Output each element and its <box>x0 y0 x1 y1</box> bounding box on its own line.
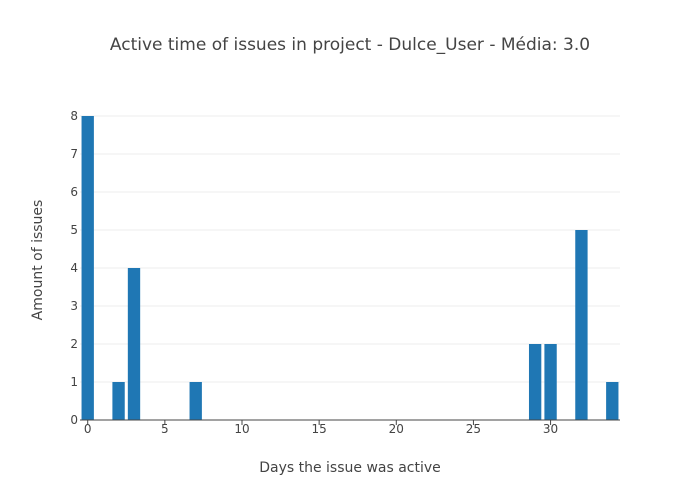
chart-title: Active time of issues in project - Dulce… <box>110 35 590 55</box>
x-tick-label-6: 30 <box>543 422 558 436</box>
y-tick-label-8: 8 <box>70 109 78 123</box>
x-tick-label-4: 20 <box>389 422 404 436</box>
x-tick-label-1: 5 <box>161 422 169 436</box>
x-tick-label-0: 0 <box>84 422 92 436</box>
bar-0 <box>81 116 94 420</box>
bar-30 <box>544 344 557 420</box>
bars <box>81 116 619 420</box>
x-tick-label-2: 10 <box>234 422 249 436</box>
y-tick-label-4: 4 <box>70 261 78 275</box>
y-axis-title: Amount of issues <box>30 200 46 321</box>
bar-7 <box>189 382 202 420</box>
y-tick-label-0: 0 <box>70 413 78 427</box>
y-tick-label-1: 1 <box>70 375 78 389</box>
bar-32 <box>575 230 588 420</box>
y-tick-label-7: 7 <box>70 147 78 161</box>
bar-34 <box>606 382 619 420</box>
y-tick-label-2: 2 <box>70 337 78 351</box>
tick-labels: 0 1 2 3 4 5 6 7 8 0 5 10 15 20 25 30 <box>70 109 558 436</box>
bar-3 <box>127 268 141 420</box>
x-tick-label-5: 25 <box>466 422 481 436</box>
y-tick-label-6: 6 <box>70 185 78 199</box>
axes <box>80 419 620 425</box>
bar-2 <box>112 382 125 420</box>
bar-29 <box>528 344 542 420</box>
x-axis-title: Days the issue was active <box>259 460 441 476</box>
x-tick-label-3: 15 <box>312 422 327 436</box>
y-tick-label-3: 3 <box>70 299 78 313</box>
gridlines <box>80 115 620 383</box>
y-tick-label-5: 5 <box>70 223 78 237</box>
